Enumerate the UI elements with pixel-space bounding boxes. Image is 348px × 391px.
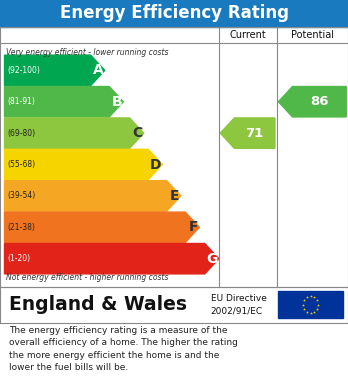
Text: Current: Current [229,30,266,40]
Text: The energy efficiency rating is a measure of the
overall efficiency of a home. T: The energy efficiency rating is a measur… [9,326,238,372]
Text: (1-20): (1-20) [7,254,30,263]
Polygon shape [5,118,144,148]
Bar [0,287,348,323]
Text: D: D [149,158,161,172]
Bar [0,27,348,287]
Polygon shape [5,244,219,274]
Bar [0,0,348,27]
Text: B: B [111,95,122,109]
Polygon shape [278,86,346,117]
Text: E: E [170,189,180,203]
Polygon shape [5,212,199,242]
Text: C: C [132,126,142,140]
Text: EU Directive: EU Directive [211,294,267,303]
Text: Energy Efficiency Rating: Energy Efficiency Rating [60,4,288,22]
Polygon shape [5,86,123,117]
Text: (92-100): (92-100) [7,66,40,75]
Text: 71: 71 [246,127,264,140]
Text: (81-91): (81-91) [7,97,35,106]
Text: England & Wales: England & Wales [9,295,187,314]
Bar [278,291,343,318]
Polygon shape [220,118,275,148]
Text: (21-38): (21-38) [7,223,35,232]
Text: 2002/91/EC: 2002/91/EC [211,307,263,316]
Text: Potential: Potential [291,30,334,40]
Text: 86: 86 [310,95,329,108]
Text: G: G [206,252,218,266]
Text: Very energy efficient - lower running costs: Very energy efficient - lower running co… [6,48,168,57]
Text: A: A [93,63,103,77]
Text: (69-80): (69-80) [7,129,35,138]
Text: (39-54): (39-54) [7,192,35,201]
Text: Not energy efficient - higher running costs: Not energy efficient - higher running co… [6,273,168,282]
Text: F: F [189,220,198,234]
Polygon shape [5,55,105,86]
Polygon shape [5,181,181,211]
Polygon shape [5,149,162,180]
Text: (55-68): (55-68) [7,160,35,169]
